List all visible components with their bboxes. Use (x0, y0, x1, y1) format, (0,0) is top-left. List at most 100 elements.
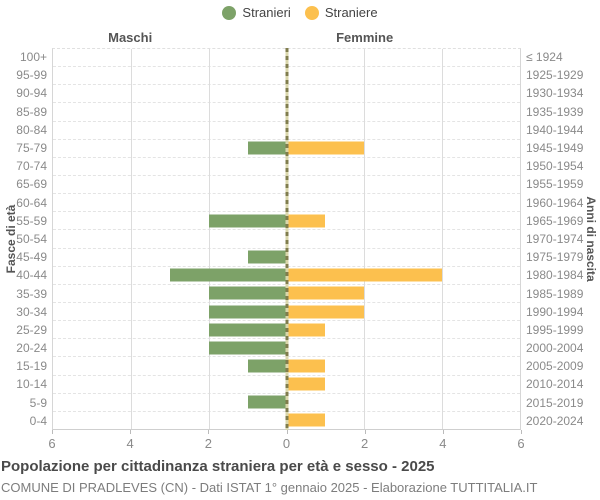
chart-legend: Stranieri Straniere (0, 5, 600, 20)
birth-year-label: 1950-1954 (526, 159, 584, 174)
age-axis-title: Fasce di età (4, 204, 18, 274)
vertical-gridline (130, 49, 132, 429)
age-label: 35-39 (16, 286, 47, 301)
age-label: 95-99 (16, 68, 47, 83)
age-label: 50-54 (16, 231, 47, 246)
female-bar-10-14 (286, 377, 326, 391)
x-tick-mark (52, 430, 53, 434)
birth-year-label: 1935-1939 (526, 104, 584, 119)
birth-year-label: 1930-1934 (526, 86, 584, 101)
birth-year-axis-labels: ≤ 1924 1925-1929 1930-1934 1935-1939 1940-19… (526, 48, 598, 430)
birth-year-label: 2020-2024 (526, 413, 584, 428)
birth-year-label: 1985-1989 (526, 286, 584, 301)
x-tick-label: 6 (48, 436, 56, 451)
birth-year-label: 1980-1984 (526, 268, 584, 283)
x-tick-label: 0 (282, 436, 291, 451)
females-header: Femmine (336, 30, 394, 45)
male-bar-35-39 (208, 286, 287, 300)
age-label: 75-79 (16, 141, 47, 156)
birth-year-axis-title: Anni di nascita (584, 196, 598, 282)
female-bar-35-39 (286, 286, 365, 300)
birth-year-label: 2010-2014 (526, 377, 584, 392)
x-tick-mark (442, 430, 444, 434)
male-bar-5-9 (247, 395, 287, 409)
age-label: 10-14 (16, 377, 47, 392)
female-bar-55-59 (286, 214, 326, 228)
x-tick-mark (208, 430, 210, 434)
age-axis-labels: 100+ 95-99 90-94 85-89 80-84 75-79 70-74 65-69 6… (0, 48, 47, 430)
age-label: 45-49 (16, 250, 47, 265)
male-bar-45-49 (247, 250, 287, 264)
legend-label: Stranieri (242, 5, 291, 20)
age-label: 15-19 (16, 359, 47, 374)
vertical-gridline (364, 49, 366, 429)
male-bar-25-29 (208, 323, 287, 337)
males-header: Maschi (108, 30, 153, 45)
age-label: 30-34 (16, 304, 47, 319)
age-label: 5-9 (29, 395, 47, 410)
plot-area (52, 48, 521, 430)
age-label: 90-94 (16, 86, 47, 101)
birth-year-label: 1975-1979 (526, 250, 584, 265)
age-label: 65-69 (16, 177, 47, 192)
age-label: 55-59 (16, 213, 47, 228)
vertical-gridline (442, 49, 444, 429)
birth-year-label: 1970-1974 (526, 231, 584, 246)
group-headers: Maschi Femmine (52, 30, 521, 46)
x-tick-mark (130, 430, 132, 434)
age-label: 20-24 (16, 341, 47, 356)
male-bar-20-24 (208, 341, 287, 355)
birth-year-label: 1960-1964 (526, 195, 584, 210)
x-tick-label: 6 (517, 436, 525, 451)
chart-title: Popolazione per cittadinanza straniera p… (1, 458, 435, 475)
x-tick-label: 2 (204, 436, 212, 451)
age-label: 100+ (19, 50, 47, 65)
female-bar-0-4 (286, 413, 326, 427)
male-bar-15-19 (247, 359, 287, 373)
age-label: 0-4 (29, 413, 47, 428)
x-tick-label: 2 (361, 436, 369, 451)
legend-dot-icon (222, 5, 237, 20)
center-axis-line (285, 48, 288, 430)
male-bar-30-34 (208, 305, 287, 319)
age-label: 25-29 (16, 322, 47, 337)
female-bar-40-44 (286, 268, 443, 282)
age-label: 80-84 (16, 122, 47, 137)
legend-item-stranieri[interactable]: Stranieri (222, 5, 291, 20)
age-label: 60-64 (16, 195, 47, 210)
birth-year-label: 1925-1929 (526, 68, 584, 83)
birth-year-label: 2005-2009 (526, 359, 584, 374)
birth-year-label: 1965-1969 (526, 213, 584, 228)
male-bar-55-59 (208, 214, 287, 228)
female-bar-15-19 (286, 359, 326, 373)
birth-year-label: 1955-1959 (526, 177, 584, 192)
x-tick-label: 4 (439, 436, 447, 451)
chart-footer: Popolazione per cittadinanza straniera p… (1, 458, 599, 495)
male-bar-40-44 (169, 268, 287, 282)
legend-dot-icon (304, 5, 319, 20)
x-tick-label: 4 (126, 436, 134, 451)
birth-year-label: 1990-1994 (526, 304, 584, 319)
female-bar-25-29 (286, 323, 326, 337)
birth-year-label: 1945-1949 (526, 141, 584, 156)
chart-subtitle: COMUNE DI PRADLEVES (CN) - Dati ISTAT 1°… (1, 480, 538, 495)
age-label: 40-44 (16, 268, 47, 283)
female-bar-75-79 (286, 141, 365, 155)
pyramid-row-0-4 (53, 412, 520, 429)
vertical-gridline (208, 49, 210, 429)
birth-year-label: 2000-2004 (526, 341, 584, 356)
birth-year-label: 1940-1944 (526, 122, 584, 137)
x-tick-mark (521, 430, 522, 434)
age-label: 85-89 (16, 104, 47, 119)
birth-year-label: 2015-2019 (526, 395, 584, 410)
x-tick-mark (286, 430, 288, 434)
legend-label: Straniere (324, 5, 378, 20)
birth-year-label: 1995-1999 (526, 322, 584, 337)
birth-year-label: ≤ 1924 (526, 50, 563, 65)
x-tick-mark (364, 430, 366, 434)
age-label: 70-74 (16, 159, 47, 174)
male-bar-75-79 (247, 141, 287, 155)
x-axis: 6 4 2 0 2 4 6 (48, 430, 525, 452)
female-bar-30-34 (286, 305, 365, 319)
legend-item-straniere[interactable]: Straniere (304, 5, 378, 20)
